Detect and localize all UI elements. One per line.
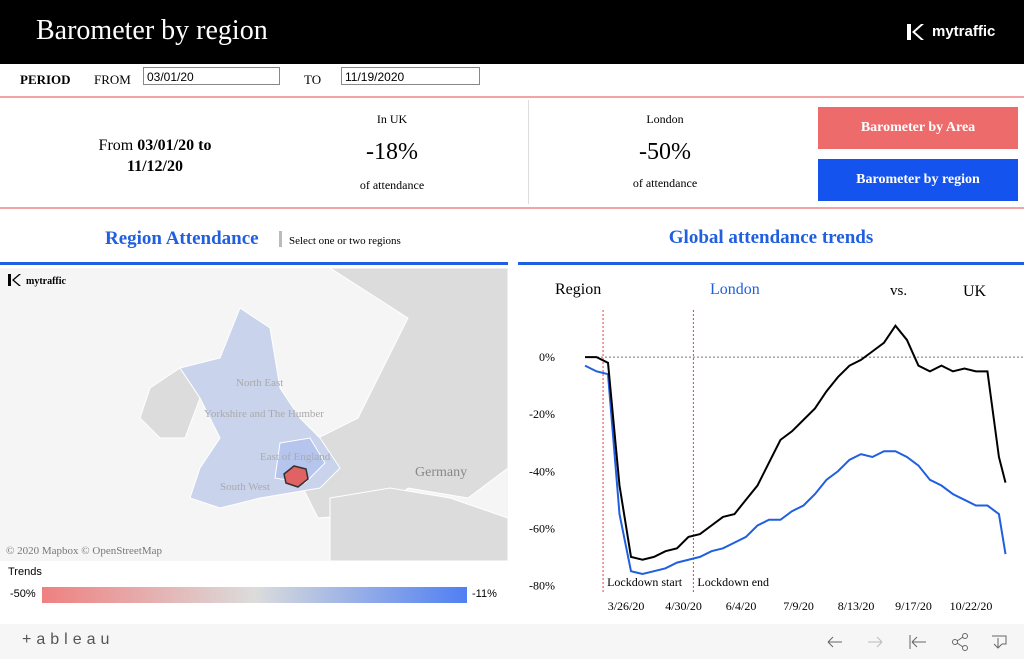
legend-min: -50% <box>10 588 36 600</box>
kpi-value: -50% <box>639 139 691 165</box>
x-tick-label: 9/17/20 <box>895 599 932 613</box>
brand-logo <box>907 24 924 40</box>
share[interactable] <box>952 633 968 651</box>
divider <box>0 96 1024 98</box>
x-tick-label: 10/22/20 <box>950 599 993 613</box>
summary: From 03/01/20 to 11/12/20 <box>70 135 240 177</box>
kpi-caption: of attendance <box>632 176 698 190</box>
x-tick-label: 7/9/20 <box>783 599 814 613</box>
kpi: In UK -18% of attendance <box>312 112 472 193</box>
x-tick-label: 6/4/20 <box>726 599 757 613</box>
legend-label: Region <box>555 281 601 298</box>
header-brand: mytraffic <box>932 23 996 40</box>
map-hint: Select one or two regions <box>289 235 401 247</box>
summary-start: 03/01/20 <box>137 137 195 154</box>
x-tick-label: 4/30/20 <box>665 599 702 613</box>
from-input[interactable]: 03/01/20 <box>143 67 280 85</box>
map-brand: mytraffic <box>26 276 67 287</box>
summary-prefix: From <box>98 137 134 154</box>
legend-entry: UK <box>963 283 987 300</box>
line-chart: Region London vs. UK 0% -20% -40% -60% -80% 3/26/… <box>529 281 1024 613</box>
underline <box>0 262 508 265</box>
header: Barometer by region mytraffic <box>0 0 1024 64</box>
x-tick-label: 3/26/20 <box>608 599 645 613</box>
region-button[interactable]: Barometer by region <box>818 159 1018 201</box>
series-line <box>585 324 1007 561</box>
y-tick-label: -80% <box>529 578 555 592</box>
summary-middle: to <box>198 137 212 154</box>
map: North East Yorkshire and The Humber East… <box>0 268 508 561</box>
toolbar <box>827 633 1007 651</box>
y-tick-label: -40% <box>529 464 555 478</box>
y-tick-label: -60% <box>529 521 555 535</box>
undo[interactable] <box>827 636 842 648</box>
revert[interactable] <box>909 635 926 649</box>
separator <box>279 231 282 247</box>
summary-end: 11/12/20 <box>126 158 183 175</box>
legend-max: -11% <box>472 588 497 600</box>
kpi-label: London <box>646 112 684 126</box>
divider <box>528 100 529 204</box>
footer: +ableau <box>0 624 1024 659</box>
header-title: Barometer by region <box>36 15 268 46</box>
period-label: PERIOD <box>20 72 71 87</box>
legend-title: Trends <box>8 566 42 578</box>
legend-entry: London <box>710 281 760 298</box>
annotation: Lockdown start <box>607 575 683 589</box>
y-tick-label: 0% <box>539 350 555 364</box>
legend-gradient <box>42 587 467 603</box>
chart-title: Global attendance trends <box>668 227 874 248</box>
annotation: Lockdown end <box>697 575 769 589</box>
map-label: South West <box>220 481 270 493</box>
kpi: London -50% of attendance <box>585 112 745 191</box>
footer-brand: +ableau <box>22 631 115 648</box>
kpi-caption: of attendance <box>359 178 425 192</box>
to-input[interactable]: 11/19/2020 <box>341 67 480 85</box>
x-tick-label: 8/13/20 <box>838 599 875 613</box>
divider <box>0 207 1024 209</box>
map-title: Region Attendance <box>105 228 259 249</box>
redo[interactable] <box>868 636 883 648</box>
to-label: TO <box>304 72 322 87</box>
kpi-label: In UK <box>376 112 408 126</box>
kpi-value: -18% <box>366 139 418 165</box>
download[interactable] <box>992 635 1007 649</box>
legend-separator: vs. <box>890 283 907 299</box>
map-label: North East <box>236 377 283 389</box>
map-label: Yorkshire and The Humber <box>204 408 324 420</box>
underline <box>518 262 1024 265</box>
map-credit: © 2020 Mapbox © OpenStreetMap <box>6 545 163 557</box>
map-label: East of England <box>260 451 331 463</box>
y-tick-label: -20% <box>529 407 555 421</box>
area-button[interactable]: Barometer by Area <box>818 107 1018 149</box>
series-line <box>584 364 1007 576</box>
from-label: FROM <box>94 72 131 87</box>
map-label: Germany <box>415 465 467 480</box>
